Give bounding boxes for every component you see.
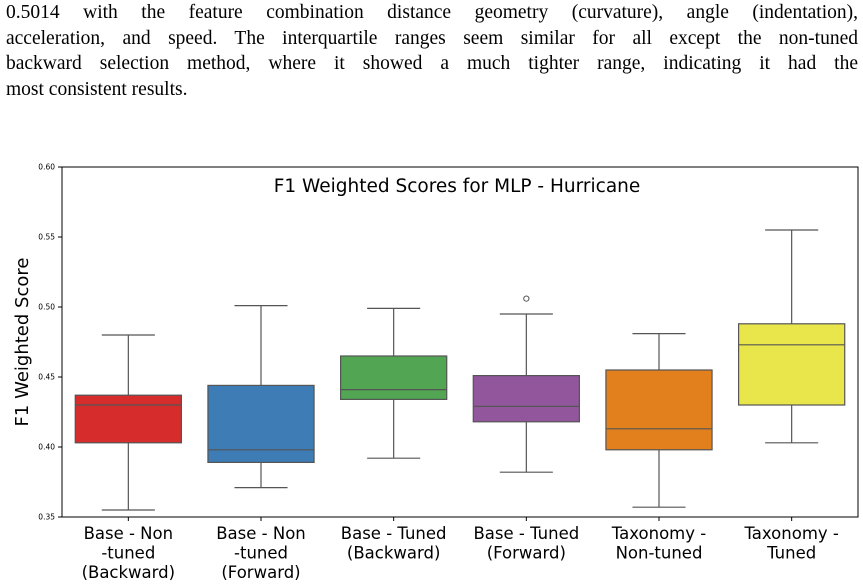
- x-tick-label: Base - Non: [216, 524, 306, 543]
- x-tick-label: Base - Non: [84, 524, 174, 543]
- box-iqr: [74, 394, 183, 444]
- box-iqr: [605, 369, 713, 451]
- x-tick-label: Non-tuned: [616, 544, 703, 563]
- y-tick-label: 0.50: [38, 303, 55, 312]
- chart-title: F1 Weighted Scores for MLP - Hurricane: [274, 176, 641, 197]
- paragraph-line: backward selection method, where it show…: [6, 53, 858, 74]
- x-tick-label: (Forward): [487, 544, 566, 563]
- x-tick-label: (Backward): [347, 544, 441, 563]
- y-tick-label: 0.40: [38, 443, 55, 452]
- x-tick-label: -tuned: [101, 544, 155, 563]
- paragraph-line: most consistent results.: [6, 78, 188, 100]
- y-tick-label: 0.45: [38, 373, 55, 382]
- outlier-point: [523, 295, 530, 302]
- box-iqr: [472, 375, 580, 423]
- y-tick-label: 0.60: [38, 163, 55, 172]
- x-tick-label: Base - Tuned: [473, 524, 579, 543]
- axes-frame: [61, 166, 859, 518]
- x-tick-label: (Backward): [82, 563, 176, 582]
- x-tick-label: Tuned: [766, 544, 816, 563]
- paragraph-line: acceleration, and speed. The interquarti…: [6, 27, 858, 49]
- box-iqr: [207, 384, 315, 463]
- x-tick-label: Base - Tuned: [341, 524, 447, 543]
- x-tick-label: (Forward): [221, 563, 300, 582]
- paragraph-line: 0.5014 with the feature combination dist…: [6, 2, 858, 23]
- box-iqr: [737, 323, 846, 406]
- x-tick-label: Taxonomy -: [743, 524, 838, 543]
- x-tick-label: Taxonomy -: [611, 524, 706, 543]
- box-iqr: [340, 355, 448, 401]
- y-axis-label: F1 Weighted Score: [12, 258, 33, 427]
- y-tick-label: 0.35: [38, 513, 55, 522]
- paper-paragraph: 0.5014 with the feature combination dist…: [6, 0, 858, 102]
- x-tick-label: -tuned: [234, 544, 288, 563]
- y-tick-label: 0.55: [38, 233, 55, 242]
